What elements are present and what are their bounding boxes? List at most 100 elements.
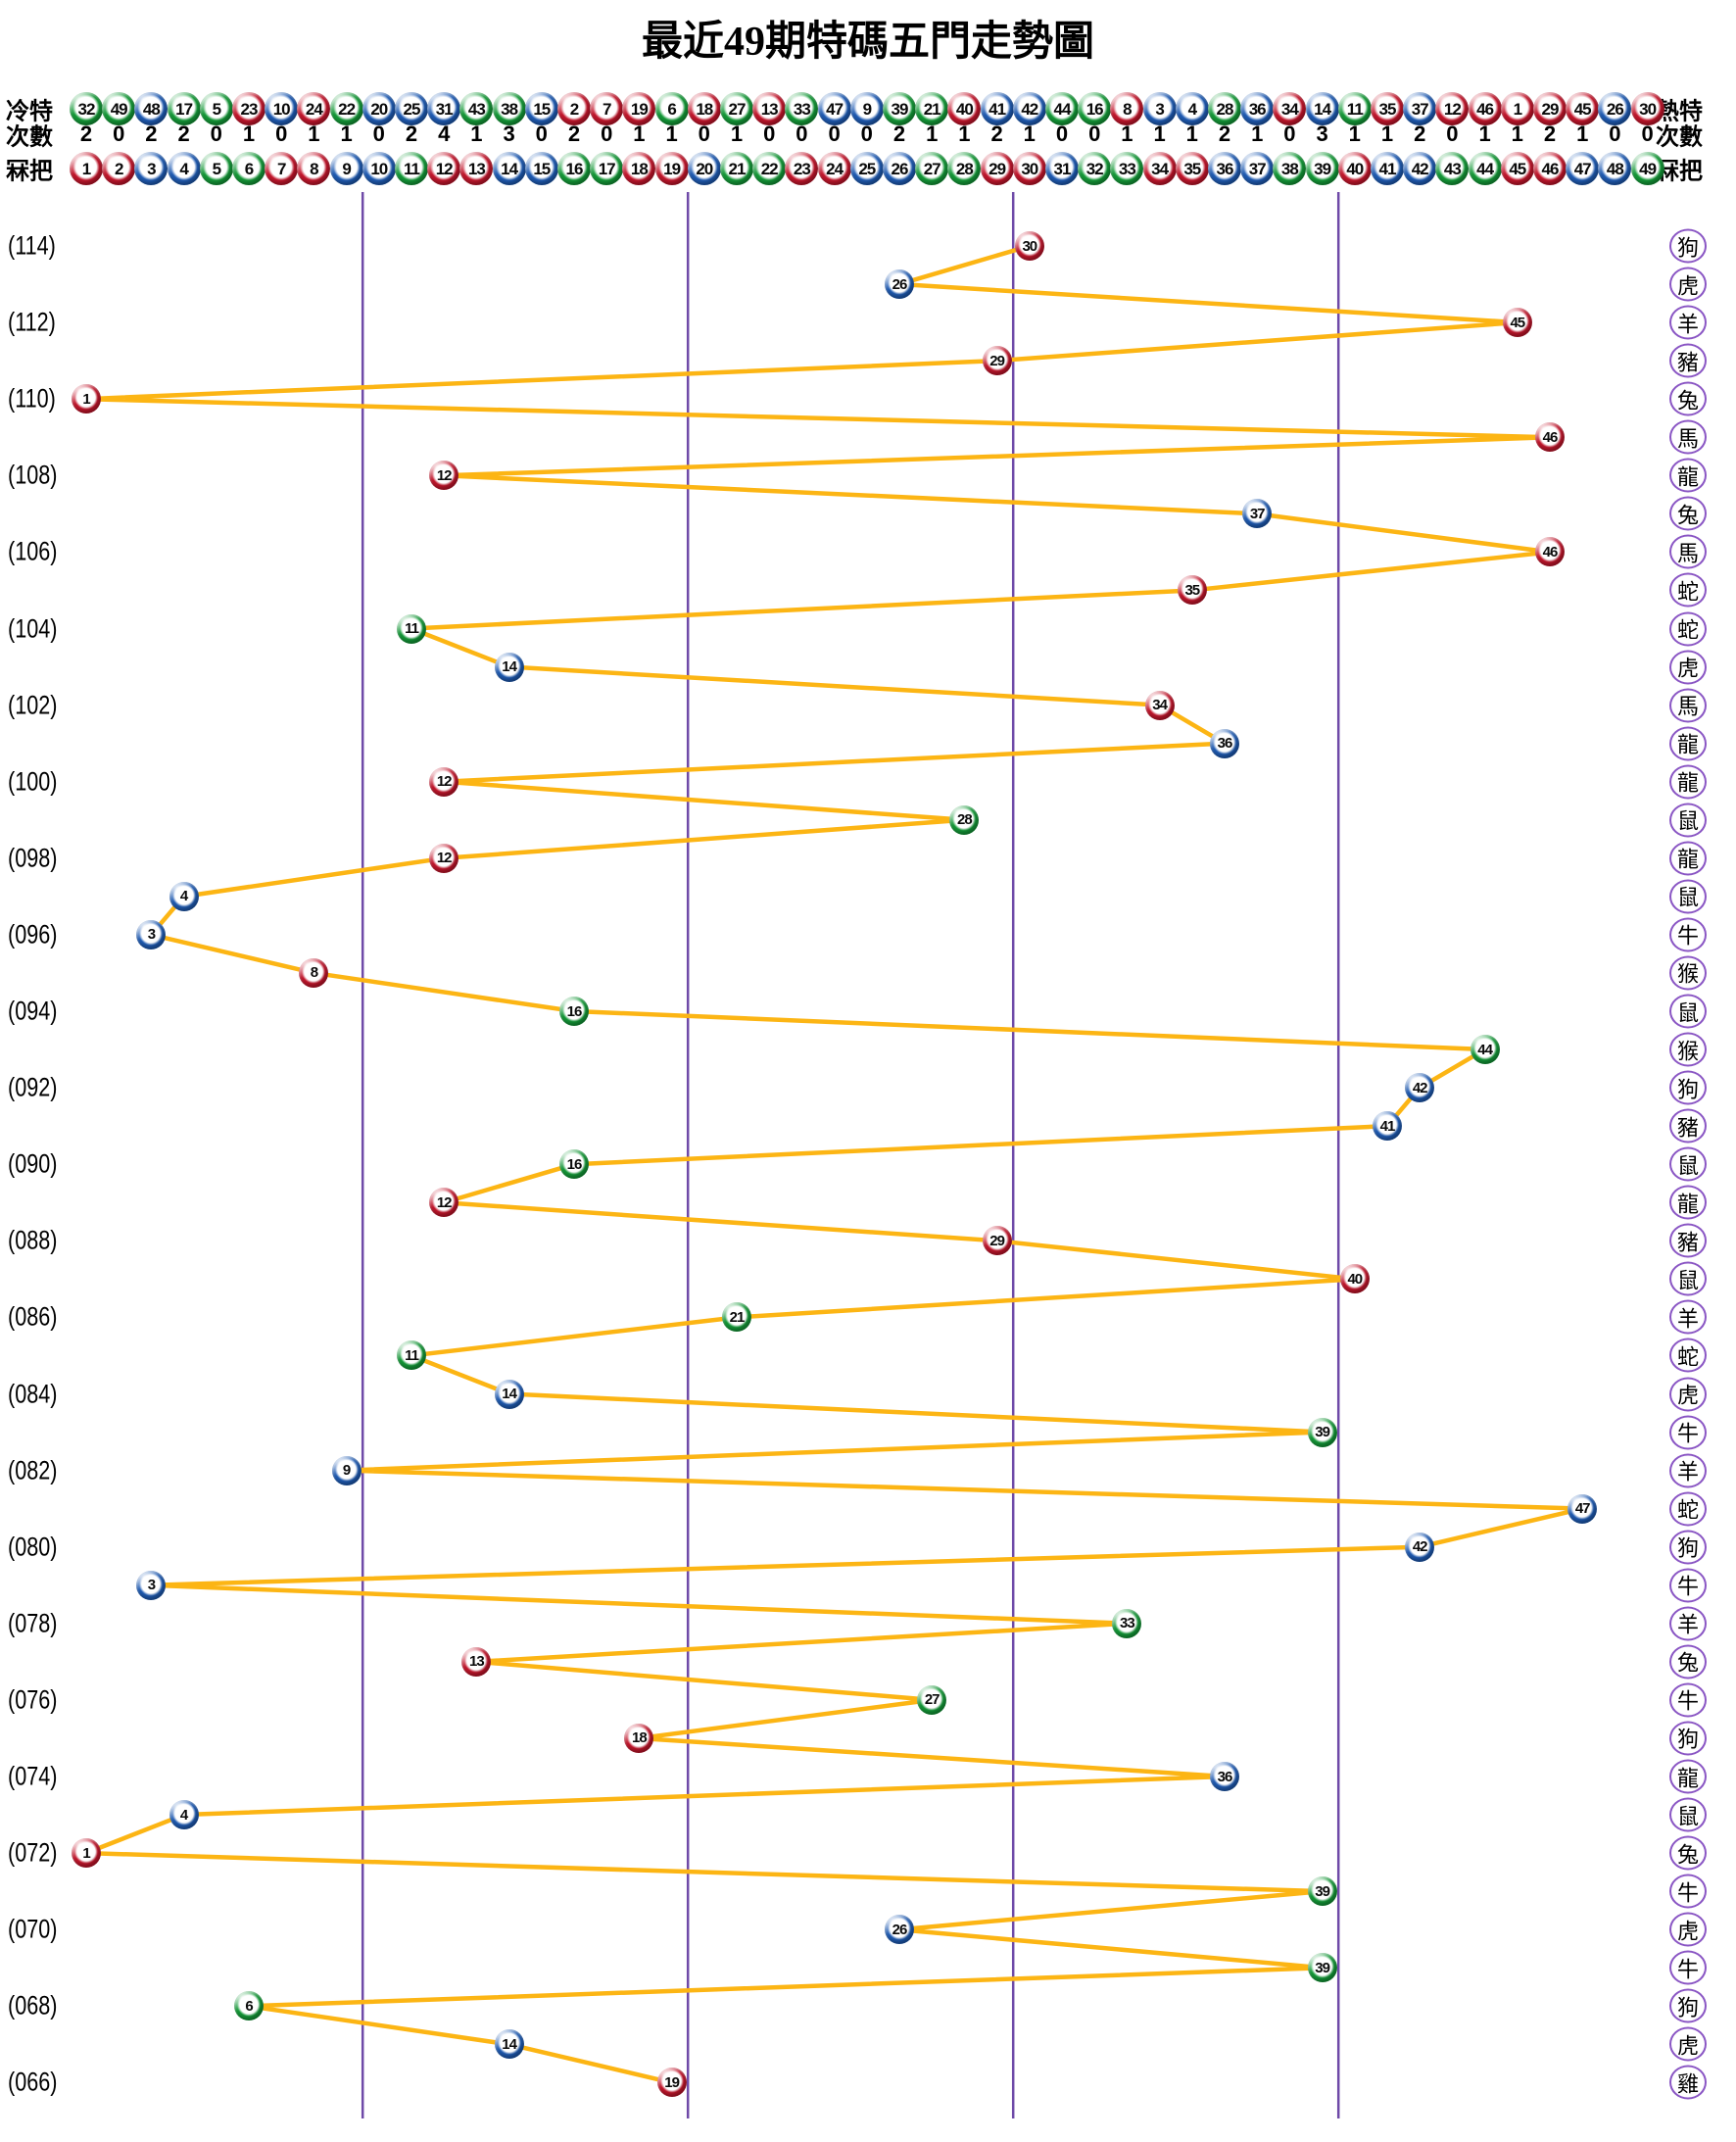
ball-number: 7: [602, 99, 612, 119]
period-label: (086): [8, 1301, 58, 1332]
count-value: 1: [730, 122, 744, 146]
zodiac-badge: 狗: [1669, 1530, 1707, 1565]
header-number-ball: 20: [687, 152, 721, 185]
count-value: 1: [926, 122, 939, 146]
ball-number: 26: [892, 1921, 908, 1938]
ball-number: 9: [862, 99, 873, 119]
zodiac-badge: 狗: [1669, 1070, 1707, 1105]
ball-number: 21: [923, 99, 941, 119]
chart-ball: 46: [1535, 422, 1565, 453]
zodiac-badge: 兔: [1669, 1644, 1707, 1680]
ball-number: 27: [924, 1691, 940, 1709]
ball-number: 28: [1216, 99, 1234, 119]
ball-number: 32: [77, 99, 96, 119]
ball-number: 27: [923, 159, 941, 178]
ball-number: 3: [1155, 99, 1165, 119]
period-label: (108): [8, 460, 58, 490]
ball-number: 34: [1152, 697, 1168, 714]
count-value: 2: [405, 122, 418, 146]
ball-number: 9: [342, 159, 352, 178]
chart-ball: 35: [1177, 575, 1207, 606]
number-label-left: 冧把: [6, 159, 53, 185]
count-value: 1: [1576, 122, 1589, 146]
ball-number: 38: [1280, 159, 1299, 178]
ball-number: 18: [630, 159, 649, 178]
ball-number: 16: [565, 159, 584, 178]
chart-ball: 12: [429, 766, 459, 797]
header-number-ball: 4: [167, 152, 201, 185]
header-number-ball: 3: [134, 152, 169, 185]
ball-number: 15: [533, 99, 551, 119]
header-number-ball: 1: [70, 152, 103, 185]
ball-number: 30: [1022, 237, 1037, 255]
chart-ball: 45: [1502, 308, 1532, 338]
chart-ball: 18: [624, 1723, 654, 1753]
header-cold-ball: 7: [590, 92, 624, 125]
ball-number: 4: [1187, 99, 1198, 119]
header-cold-ball: 21: [915, 92, 949, 125]
count-value: 0: [1609, 122, 1621, 146]
ball-number: 36: [1217, 735, 1233, 753]
ball-number: 18: [632, 1729, 648, 1747]
ball-number: 27: [728, 99, 747, 119]
header-number-ball: 25: [849, 152, 884, 185]
chart-ball: 6: [234, 1991, 264, 2021]
ball-number: 9: [342, 1462, 351, 1480]
header-number-ball: 29: [980, 152, 1014, 185]
header-cold-ball: 10: [265, 92, 299, 125]
count-value: 0: [1283, 122, 1296, 146]
header-number-ball: 34: [1142, 152, 1177, 185]
ball-number: 5: [212, 159, 222, 178]
ball-number: 16: [1085, 99, 1104, 119]
ball-number: 35: [1184, 581, 1200, 599]
header-number-ball: 30: [1012, 152, 1046, 185]
zodiac-badge: 龍: [1669, 726, 1707, 761]
count-value: 0: [1055, 122, 1069, 146]
count-label-right: 次數: [1656, 124, 1703, 151]
zodiac-badge: 馬: [1669, 534, 1707, 569]
ball-number: 6: [244, 159, 255, 178]
count-value: 0: [210, 122, 222, 146]
header-cold-ball: 26: [1598, 92, 1632, 125]
chart-ball: 8: [299, 957, 329, 988]
ball-number: 14: [502, 2035, 517, 2053]
ball-number: 39: [891, 99, 909, 119]
ball-number: 12: [436, 1193, 453, 1211]
count-value: 1: [1121, 122, 1133, 146]
ball-number: 12: [435, 159, 454, 178]
count-value: 2: [1543, 122, 1557, 146]
ball-number: 47: [1574, 1500, 1591, 1518]
ball-number: 33: [1118, 159, 1136, 178]
count-value: 2: [177, 122, 190, 146]
header-cold-ball: 13: [752, 92, 787, 125]
header-cold-ball: 5: [199, 92, 233, 125]
header-cold-ball: 49: [102, 92, 136, 125]
zodiac-badge: 鼠: [1669, 879, 1707, 914]
count-value: 1: [1023, 122, 1036, 146]
zodiac-badge: 龍: [1669, 1759, 1707, 1794]
ball-number: 21: [729, 1308, 746, 1326]
count-value: 0: [372, 122, 385, 146]
header-number-ball: 8: [297, 152, 331, 185]
header-cold-ball: 36: [1240, 92, 1275, 125]
period-label: (072): [8, 1837, 58, 1868]
header-cold-ball: 39: [883, 92, 916, 125]
ball-number: 29: [1541, 99, 1560, 119]
count-value: 3: [1316, 122, 1328, 146]
ball-number: 42: [1411, 159, 1429, 178]
header-number-ball: 41: [1371, 152, 1404, 185]
chart-ball: 34: [1144, 690, 1175, 720]
chart-ball: 14: [494, 1379, 524, 1409]
count-value: 4: [438, 122, 451, 146]
header-number-ball: 33: [1110, 152, 1144, 185]
cold-label: 冷特: [6, 99, 53, 125]
ball-number: 2: [114, 159, 124, 178]
zodiac-badge: 虎: [1669, 1377, 1707, 1411]
count-value: 2: [892, 122, 906, 146]
header-cold-ball: 41: [980, 92, 1014, 125]
header-cold-ball: 16: [1078, 92, 1112, 125]
header-number-ball: 37: [1240, 152, 1275, 185]
ball-number: 20: [696, 159, 713, 178]
ball-number: 45: [1510, 314, 1525, 331]
period-label: (066): [8, 2067, 58, 2097]
